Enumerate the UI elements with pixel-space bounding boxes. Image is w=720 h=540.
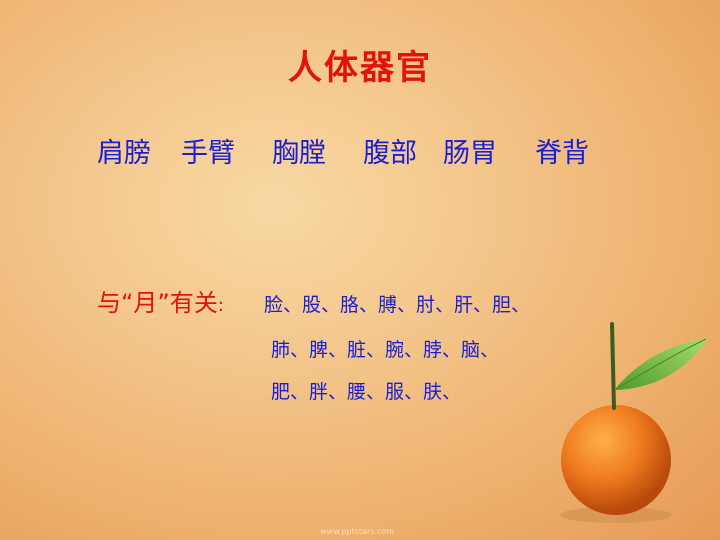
moon-radical-label: 与“月”有关: <box>97 283 224 318</box>
term-back: 脊背 <box>535 131 589 170</box>
slide-title: 人体器官 <box>0 40 720 89</box>
orange-icon <box>561 405 671 515</box>
moon-radical-text: 与“月”有关 <box>97 289 218 317</box>
char-row-1: 脸、股、胳、膊、肘、肝、胆、 <box>264 290 530 317</box>
term-arm: 手臂 <box>181 131 235 170</box>
leaf-icon <box>616 338 708 390</box>
moon-radical-colon: : <box>218 295 224 316</box>
term-abdomen: 腹部 <box>363 131 417 170</box>
term-shoulder: 肩膀 <box>97 131 151 170</box>
stem-icon <box>612 324 614 408</box>
orange-illustration <box>540 320 720 540</box>
term-chest: 胸膛 <box>272 131 326 170</box>
char-row-2: 肺、脾、脏、腕、脖、脑、 <box>271 335 499 362</box>
char-row-3: 肥、胖、腰、服、肤、 <box>271 377 461 404</box>
term-stomach: 肠胃 <box>443 131 497 170</box>
watermark: www.pptstars.com <box>320 527 394 536</box>
